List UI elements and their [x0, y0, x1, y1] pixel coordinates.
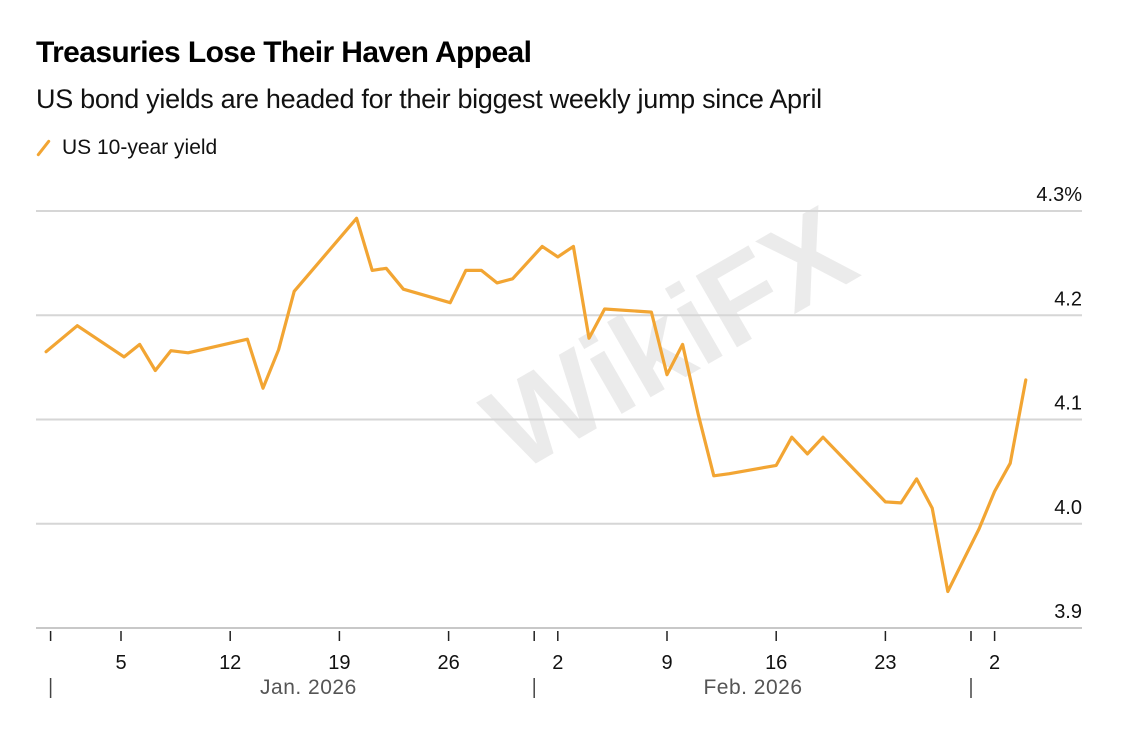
chart-title: Treasuries Lose Their Haven Appeal: [36, 36, 532, 69]
x-tick-label: 2: [552, 652, 563, 674]
x-tick-label: 12: [219, 652, 241, 674]
legend: US 10-year yield: [36, 136, 217, 160]
x-tick-label: 19: [328, 652, 350, 674]
legend-label: US 10-year yield: [62, 136, 218, 159]
month-label: Feb. 2026: [703, 676, 802, 699]
x-tick-label: 2: [989, 652, 1000, 674]
x-tick-label: 5: [115, 652, 126, 674]
y-tick-label: 4.1: [1054, 393, 1082, 415]
month-label: Jan. 2026: [260, 676, 357, 699]
x-tick-label: 23: [874, 652, 896, 674]
x-tick-label: 26: [437, 652, 459, 674]
x-tick-label: 16: [765, 652, 787, 674]
x-tick-label: 9: [661, 652, 672, 674]
y-tick-label: 3.9: [1054, 601, 1082, 623]
chart-subtitle: US bond yields are headed for their bigg…: [36, 84, 822, 114]
series-line-us-10-year-yield: [44, 216, 1028, 594]
y-tick-label: 4.3%: [1036, 184, 1082, 206]
y-tick-label: 4.0: [1054, 497, 1082, 519]
y-tick-label: 4.2: [1054, 288, 1082, 310]
